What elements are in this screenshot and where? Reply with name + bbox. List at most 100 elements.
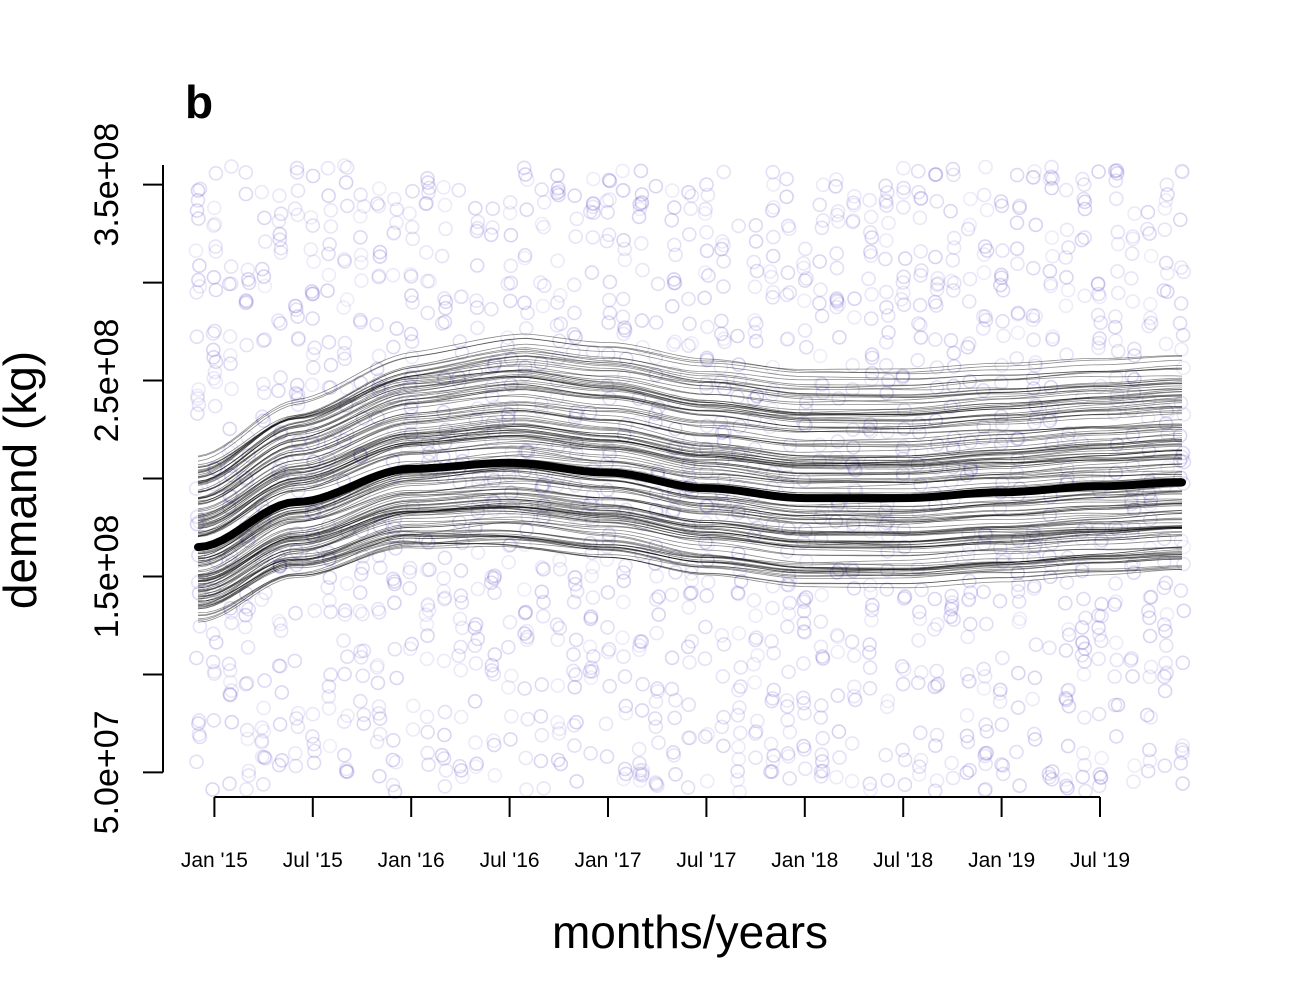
data-point bbox=[845, 563, 861, 579]
data-point bbox=[845, 455, 861, 471]
data-point bbox=[928, 249, 943, 265]
data-point bbox=[714, 425, 730, 441]
data-point bbox=[1143, 659, 1159, 675]
data-point bbox=[600, 644, 616, 660]
data-point bbox=[420, 562, 435, 578]
data-point bbox=[911, 633, 926, 648]
data-point bbox=[1160, 187, 1175, 202]
data-point bbox=[273, 370, 288, 385]
data-point bbox=[698, 376, 714, 392]
sample-curve bbox=[197, 445, 1182, 538]
data-point bbox=[353, 649, 369, 665]
data-point bbox=[617, 320, 632, 336]
data-point bbox=[421, 180, 437, 196]
data-point bbox=[977, 239, 993, 254]
data-point bbox=[829, 565, 845, 580]
data-point bbox=[550, 440, 565, 455]
data-point bbox=[633, 236, 649, 251]
data-point bbox=[436, 751, 452, 766]
data-point bbox=[339, 576, 355, 591]
data-point bbox=[405, 183, 420, 199]
data-point bbox=[566, 594, 582, 610]
data-point bbox=[208, 374, 224, 390]
data-point bbox=[1061, 627, 1077, 643]
data-point bbox=[617, 669, 633, 684]
data-point bbox=[877, 519, 893, 534]
data-point bbox=[1009, 744, 1024, 760]
data-point bbox=[1041, 405, 1057, 421]
sample-curve bbox=[197, 463, 1183, 564]
data-point bbox=[944, 552, 960, 568]
data-point bbox=[436, 180, 451, 195]
data-point bbox=[598, 716, 614, 732]
data-point bbox=[372, 711, 388, 726]
data-point bbox=[781, 521, 796, 537]
data-point bbox=[730, 707, 746, 723]
data-point bbox=[290, 309, 305, 324]
data-point bbox=[467, 638, 483, 654]
data-point bbox=[256, 700, 272, 716]
data-point bbox=[207, 663, 222, 679]
data-point bbox=[650, 276, 666, 292]
data-point bbox=[583, 509, 599, 525]
data-point bbox=[995, 313, 1010, 329]
data-point bbox=[470, 504, 486, 520]
data-point bbox=[288, 302, 304, 318]
data-point bbox=[306, 736, 322, 752]
data-point bbox=[1126, 520, 1141, 536]
data-point bbox=[963, 461, 979, 477]
data-point bbox=[438, 422, 454, 438]
data-point bbox=[565, 663, 581, 679]
data-point bbox=[699, 350, 715, 366]
data-point bbox=[418, 607, 434, 623]
data-point bbox=[995, 282, 1011, 298]
data-point bbox=[206, 476, 221, 492]
data-point bbox=[1126, 774, 1141, 790]
data-point bbox=[1058, 690, 1073, 706]
data-point bbox=[289, 526, 304, 541]
data-point bbox=[519, 202, 535, 217]
data-point bbox=[385, 732, 401, 748]
data-point bbox=[1074, 532, 1090, 547]
data-point bbox=[978, 717, 994, 733]
data-point bbox=[517, 359, 533, 375]
data-point bbox=[779, 699, 795, 714]
data-point bbox=[1160, 265, 1175, 281]
data-point bbox=[454, 620, 470, 636]
data-point bbox=[862, 776, 878, 792]
data-point bbox=[1027, 164, 1042, 179]
data-point bbox=[320, 579, 336, 595]
data-point bbox=[567, 305, 582, 321]
data-point bbox=[1077, 201, 1093, 217]
data-point bbox=[291, 330, 306, 346]
data-point bbox=[536, 594, 551, 610]
data-point bbox=[911, 759, 927, 775]
data-point bbox=[1143, 492, 1159, 508]
sample-curve bbox=[197, 529, 1183, 597]
data-point bbox=[1126, 502, 1142, 518]
data-point bbox=[602, 678, 618, 694]
data-point bbox=[303, 210, 319, 225]
data-point bbox=[929, 678, 945, 694]
data-point bbox=[1091, 340, 1106, 356]
data-point bbox=[1157, 201, 1173, 216]
data-point bbox=[1173, 260, 1189, 275]
data-point bbox=[258, 751, 273, 766]
data-point bbox=[500, 407, 516, 422]
sample-curve bbox=[197, 410, 1182, 505]
data-point bbox=[963, 434, 978, 450]
data-point bbox=[272, 188, 287, 203]
data-point bbox=[635, 676, 651, 692]
data-point bbox=[503, 352, 519, 367]
data-point bbox=[189, 284, 204, 300]
data-point bbox=[550, 253, 565, 269]
data-point bbox=[813, 531, 829, 547]
data-point bbox=[1107, 697, 1123, 713]
data-point bbox=[385, 571, 401, 587]
data-point bbox=[307, 603, 323, 619]
data-point bbox=[602, 192, 617, 207]
data-point bbox=[732, 563, 748, 578]
data-point bbox=[320, 544, 335, 560]
data-point bbox=[355, 410, 371, 426]
data-point bbox=[978, 159, 993, 175]
